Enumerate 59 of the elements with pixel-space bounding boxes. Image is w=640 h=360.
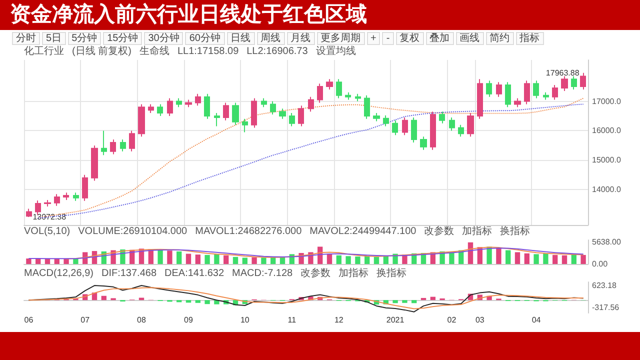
text: 5日 [42,32,66,44]
text: 生命线 [139,46,170,58]
text: 复权 [396,32,424,44]
y-tick-label: 623.18 [592,280,618,290]
text: MAVOL1:24682276.000 [195,226,302,238]
text: 更多周期 [316,32,364,44]
text: + [366,32,380,44]
x-tick-label: 02 [447,316,457,324]
text: LL2:16906.73 [246,46,308,58]
text: 5分钟 [68,32,102,44]
y-tick-label: 17000.0 [592,96,622,106]
text: 化工行业 [24,46,64,58]
x-tick-label: 03 [475,316,485,324]
y-tick-label: 0.00 [592,260,608,268]
text: 叠加 [426,32,454,44]
text: 简约 [486,32,514,44]
text: 改参数 [424,226,454,238]
text: 换指标 [500,226,530,238]
text: 60分钟 [185,32,224,44]
text: 指标 [516,32,544,44]
text: 加指标 [338,268,369,280]
text: 设置均线 [316,46,356,58]
text: VOL(5,10) [24,226,70,238]
y-tick-label: 5638.00 [592,237,622,246]
text: 改参数 [300,268,331,280]
y-tick-label: 14000.0 [592,185,622,194]
text: 日线 [226,32,254,44]
x-tick-label: 10 [240,316,250,324]
text: MACD:-7.128 [232,268,293,280]
text: 资金净流入前六行业日线处于红色区域 [0,0,640,30]
x-tick-label: 04 [532,316,542,324]
text: 月线 [286,32,314,44]
y-tick-label: -317.56 [592,303,620,312]
text: 换指标 [376,268,407,280]
text: 画线 [456,32,484,44]
text: 30分钟 [144,32,184,44]
annotation: 13072.38 [32,212,67,222]
text: 分时 [12,32,40,44]
x-tick-label: 09 [184,316,194,324]
annotation: 17963.88 [546,68,580,78]
text: 周线 [256,32,284,44]
text: VOLUME:26910104.000 [78,226,188,238]
text: MAVOL2:24499447.100 [310,226,416,238]
x-tick-label: 2021 [386,316,405,324]
text: LL1:17158.09 [177,46,239,58]
x-tick-label: 11 [288,316,297,324]
text: DIF:137.468 [101,268,157,280]
x-tick-label: 06 [24,316,34,324]
text: MACD(12,26,9) [24,268,94,280]
text: 加指标 [462,226,492,238]
y-tick-label: 16000.0 [592,126,622,136]
text: - [382,32,394,44]
x-tick-label: 12 [334,316,344,324]
text: DEA:141.632 [164,268,224,280]
text: 15分钟 [103,32,142,44]
x-tick-label: 08 [137,316,146,324]
text: (日线 前复权) [72,46,132,58]
x-tick-label: 07 [80,316,90,324]
y-tick-label: 15000.0 [592,156,622,165]
